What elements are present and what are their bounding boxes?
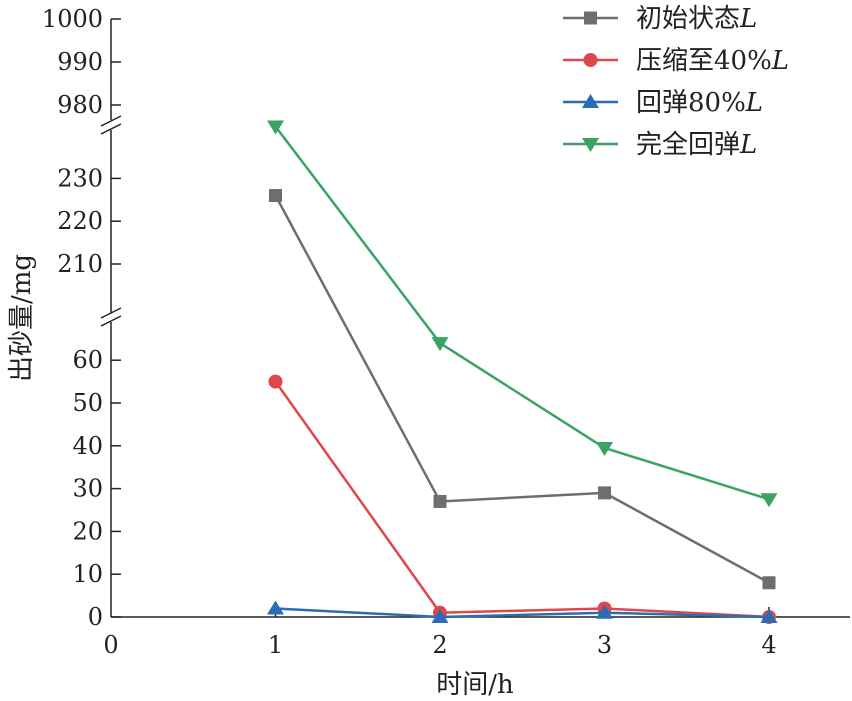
legend-label-italic: L — [739, 130, 757, 160]
data-point — [596, 604, 613, 619]
legend-marker — [584, 11, 597, 25]
legend-label: 压缩至40%L — [636, 46, 789, 76]
series-line — [274, 125, 770, 501]
data-point — [596, 441, 613, 456]
y-tick-label: 1000 — [42, 5, 103, 33]
x-tick-label: 2 — [432, 631, 447, 659]
y-tick-label: 60 — [72, 346, 103, 374]
legend-marker — [582, 138, 599, 152]
x-tick-label: 4 — [761, 631, 776, 659]
series-3 — [267, 600, 778, 623]
data-point — [267, 120, 284, 135]
y-tick-label: 0 — [88, 603, 103, 631]
series-line — [275, 607, 770, 619]
y-tick-label: 210 — [57, 250, 103, 278]
data-point — [431, 337, 449, 352]
y-tick-label: 20 — [72, 517, 103, 545]
series-2 — [268, 374, 776, 624]
axes: 0 10 20 30 40 50 60 210 220 230 980 990 1000 0 1 2 3 4 — [42, 5, 850, 659]
legend: 初始状态L 压缩至40%L 回弹80%L 完全回弹L — [563, 4, 789, 160]
data-point — [762, 576, 776, 590]
y-tick-label: 230 — [57, 164, 103, 192]
axis-break-mark — [100, 115, 122, 127]
series-line — [274, 194, 770, 584]
y-tick-label: 30 — [72, 475, 103, 503]
legend-label: 回弹80%L — [636, 88, 763, 118]
legend-entry-3: 回弹80%L — [563, 88, 763, 118]
legend-label-italic: L — [739, 4, 757, 34]
x-axis-title: 时间/h — [436, 670, 514, 700]
y-tick-label: 40 — [72, 432, 103, 460]
legend-label: 初始状态L — [636, 4, 757, 34]
data-point — [598, 486, 611, 500]
legend-label-italic: L — [771, 46, 789, 76]
y-tick-label: 50 — [72, 389, 103, 417]
y-tick-label: 980 — [57, 91, 103, 119]
legend-marker — [583, 53, 598, 67]
axis-break-mark — [100, 123, 122, 135]
series-layer — [267, 120, 778, 624]
legend-entry-2: 压缩至40%L — [563, 46, 789, 76]
data-point — [760, 609, 778, 623]
legend-entry-4: 完全回弹L — [563, 130, 757, 160]
x-tick-label: 0 — [103, 631, 118, 659]
axis-break-mark — [100, 315, 122, 327]
data-point — [267, 600, 284, 615]
x-tick-label: 3 — [597, 631, 612, 659]
series-1 — [269, 189, 776, 590]
series-line — [274, 380, 770, 619]
axis-break-mark — [100, 307, 122, 319]
y-tick-label: 10 — [72, 560, 103, 588]
y-tick-label: 990 — [57, 48, 103, 76]
legend-entry-1: 初始状态L — [563, 4, 757, 34]
series-4 — [267, 120, 778, 508]
y-tick-label: 220 — [57, 207, 103, 235]
data-point — [433, 494, 447, 508]
y-axis-title: 出砂量/mg — [7, 254, 37, 382]
legend-label: 完全回弹L — [636, 130, 757, 160]
data-point — [431, 609, 449, 623]
data-point — [760, 493, 778, 508]
x-tick-label: 1 — [268, 631, 283, 659]
data-point — [268, 374, 283, 389]
data-point — [269, 189, 282, 203]
legend-label-italic: L — [745, 88, 763, 118]
legend-marker — [582, 94, 599, 108]
